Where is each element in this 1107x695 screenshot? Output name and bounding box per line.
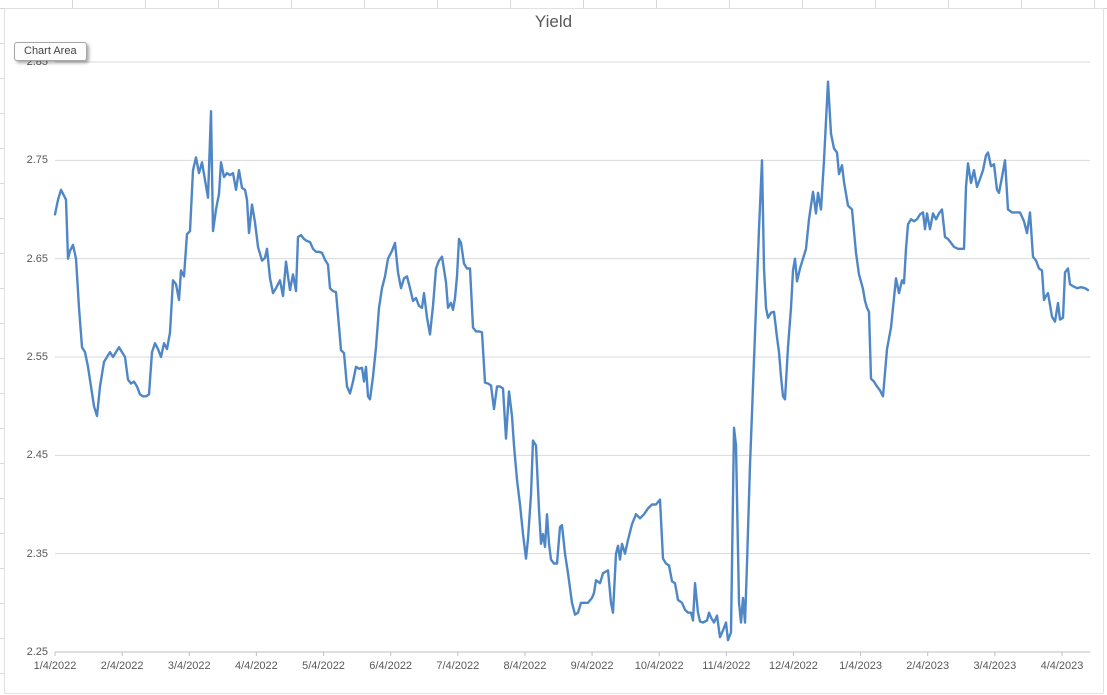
x-axis-label: 8/4/2022	[503, 660, 547, 672]
x-axis-label: 9/4/2022	[570, 660, 614, 672]
y-axis-label: 2.45	[26, 449, 48, 462]
x-axis-label: 1/4/2023	[839, 660, 882, 672]
y-axis-label: 2.55	[26, 351, 48, 363]
x-axis-label: 4/4/2023	[1040, 660, 1084, 672]
x-axis-label: 5/4/2022	[302, 660, 345, 672]
x-axis-label: 3/4/2022	[167, 660, 211, 672]
chart-object[interactable]	[4, 8, 1104, 694]
yield-series-line[interactable]	[53, 80, 1090, 642]
x-axis-label: 12/4/2022	[768, 660, 818, 672]
y-axis-label: 2.25	[26, 646, 48, 658]
y-axis-label: 2.35	[26, 547, 48, 560]
chart-title[interactable]: Yield	[534, 12, 573, 31]
x-axis-label: 2/4/2022	[100, 660, 144, 672]
x-axis-label: 3/4/2023	[973, 660, 1017, 672]
x-axis-label: 2/4/2023	[906, 660, 950, 672]
x-axis-label: 11/4/2022	[702, 660, 751, 672]
y-axis-label: 2.65	[26, 252, 48, 265]
y-axis-label: 2.75	[26, 154, 48, 167]
x-axis-label: 6/4/2022	[369, 660, 413, 672]
x-axis-label: 10/4/2022	[634, 660, 684, 672]
x-axis-label: 4/4/2022	[234, 660, 278, 672]
x-axis-label: 1/4/2022	[33, 660, 77, 672]
chart-area-tooltip: Chart Area	[14, 42, 87, 61]
x-axis-label: 7/4/2022	[436, 660, 480, 672]
spreadsheet-row-edges	[0, 9, 4, 695]
